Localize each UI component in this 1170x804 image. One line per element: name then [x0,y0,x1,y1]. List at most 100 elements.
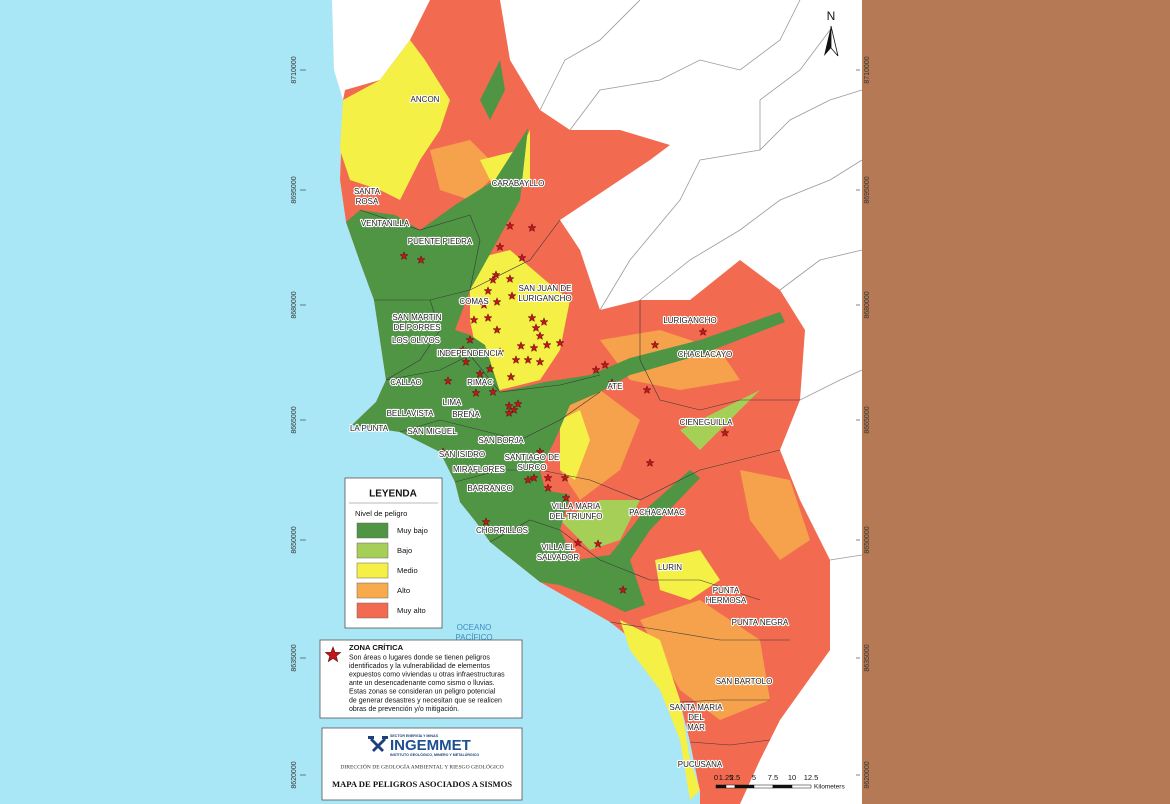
coordinate-label: 8665000 [291,406,298,433]
legend: LEYENDA Nivel de peligro Muy bajo Bajo Med… [344,477,443,629]
critical-star [543,483,553,492]
district-boundary [679,699,770,703]
legend-title: LEYENDA [369,489,417,500]
critical-star [516,341,526,350]
coordinate-labels: 8710000 8710000 8695000 8695000 8680000 86800… [291,56,871,788]
critical-legend-star [324,646,342,663]
critical-star [488,387,498,396]
boundary [639,159,863,301]
coordinate-label: 8635000 [291,644,298,671]
district-label: VENTANILLA [361,219,410,228]
legend-label: Bajo [397,546,412,555]
coordinate-label: 8710000 [864,56,871,83]
critical-star [560,473,570,482]
critical-star [479,300,489,309]
district-label: CIENEGUILLA [680,418,734,427]
critical-star [495,347,505,356]
critical-star [488,275,498,284]
district-label: SAN MIGUEL [407,427,457,436]
district-boundary [609,621,790,641]
legend-label: Medio [397,566,418,575]
scale-segment [791,784,812,789]
district-label: SANTA MARIA [669,703,723,712]
critical-star [527,313,537,322]
district-label: SAN MARTIN [392,313,441,322]
district-label: BREÑA [452,410,480,419]
hazard-medio [655,550,720,600]
district-label: SANTIAGO DE [505,453,560,462]
hammer-head [382,736,388,739]
scale-tick-label: 10 [788,773,796,782]
district-label: LURIN [658,563,682,572]
critical-star [645,458,655,467]
legend-label: Alto [397,586,410,595]
critical-zone-note: ZONA CRÍTICA Son áreas o lugares donde s… [319,639,523,719]
critical-star [481,517,491,526]
direction-label: DIRECCIÓN DE GEOLOGÍA AMBIENTAL Y RIESGO… [340,762,503,770]
district-boundary [385,354,601,393]
critical-text: ante un desencadenante como sismo o lluv… [349,680,495,687]
scale-segment [715,784,727,789]
legend-swatch [356,542,389,559]
coordinate-label: 8710000 [291,56,298,83]
critical-star [535,447,545,456]
district-label: LIMA [443,398,462,407]
hammer [372,738,386,752]
hazard-muy-bajo [480,60,505,120]
district-boundary [359,209,471,231]
logo-text: INGEMMET [390,737,471,754]
coordinate-label: 8620000 [864,761,871,788]
critical-star [650,340,660,349]
district-boundary [489,519,761,601]
critical-text: de generar desastres y necesitan que se … [349,697,502,704]
coordinate-label: 8695000 [864,176,871,203]
district-label: LURIGANCHO [518,294,571,303]
critical-star [475,369,485,378]
district-label: VILLA EL [541,543,575,552]
critical-star [542,340,552,349]
district-boundary [639,300,800,411]
hazard-alto [740,470,810,560]
district-label: LA PUNTA [350,424,389,433]
logo-icon [368,736,388,752]
footer: SECTOR ENERGÍA Y MINAS INGEMMET INSTITUT… [321,727,523,801]
district-label: MAR [687,723,705,732]
district-label: MIRAFLORES [453,465,505,474]
boundary [829,554,863,561]
district-label: BELLAVISTA [387,409,435,418]
boundary [599,89,863,311]
district-label: LOS OLIVOS [392,336,440,345]
boundary [539,0,641,111]
hammer-head [368,736,374,739]
critical-star [491,270,501,279]
critical-star [529,343,539,352]
scale-tick-label: 2.5 [730,773,740,782]
district-label: RIMAC [467,378,493,387]
district-label: SAN ISIDRO [439,450,485,459]
hazard-muy-bajo-zones [346,60,785,612]
scale-segment [725,784,736,789]
critical-star [485,364,495,373]
hazard-medio [560,410,590,480]
legend-swatch [356,522,389,539]
district-boundary [689,739,771,746]
critical-star [465,335,475,344]
coordinate-label: 8665000 [864,406,871,433]
coordinate-label: 8695000 [291,176,298,203]
critical-star [720,428,730,437]
district-label: CARABAYLLO [492,179,545,188]
critical-star [527,223,537,232]
critical-text: expuestos como viviendas u otras infraes… [349,672,505,679]
district-label: PUNTA [713,586,740,595]
critical-star [517,253,527,262]
district-label: SAN JUAN DE [519,284,572,293]
right-background [862,0,1170,804]
legend-swatch [356,602,389,619]
district-label: HERMOSA [706,596,747,605]
coordinate-label: 8650000 [864,526,871,553]
district-label: DE PORRES [393,323,440,332]
hazard-medio [620,620,700,800]
district-label: CALLAO [390,378,422,387]
map-title: MAPA DE PELIGROS ASOCIADOS A SISMOS [332,779,512,789]
